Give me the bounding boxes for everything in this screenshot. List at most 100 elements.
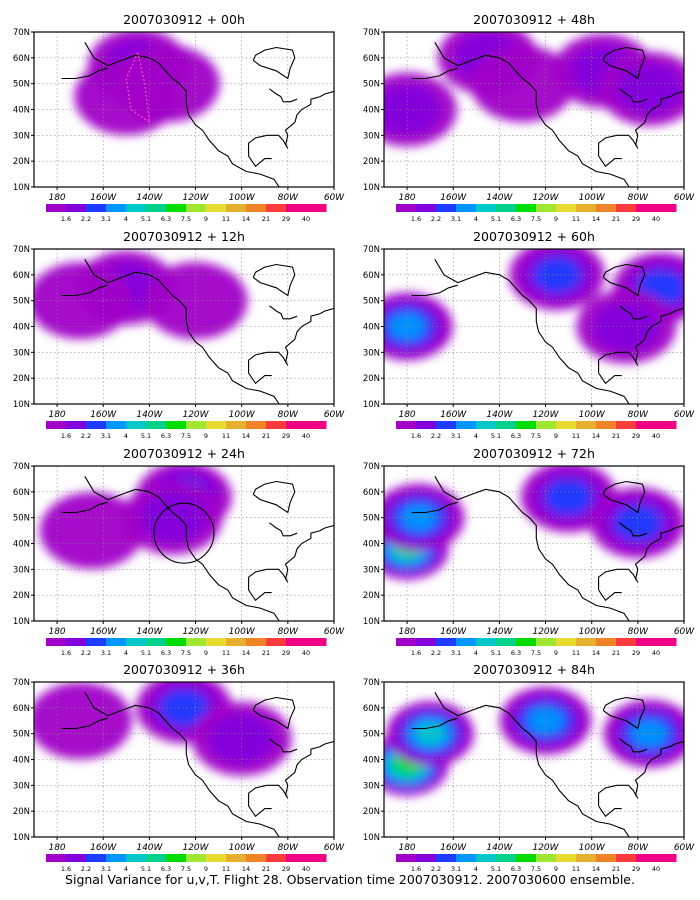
- lon-tick-label: 160W: [90, 843, 117, 853]
- colorbar-label: 6.3: [511, 865, 521, 873]
- coastline: [269, 305, 298, 320]
- lat-tick-label: 50N: [363, 80, 380, 90]
- lon-tick-label: 140W: [136, 193, 163, 203]
- coastline: [598, 351, 639, 385]
- lon-tick-label: 120W: [182, 843, 209, 853]
- lon-tick-label: 80W: [628, 410, 649, 420]
- lon-tick-label: 60W: [674, 843, 695, 853]
- colorbar-swatch: [656, 854, 677, 862]
- lat-tick-label: 60N: [363, 54, 380, 64]
- variance-field: [39, 466, 232, 570]
- coastline: [619, 522, 648, 537]
- colorbar-swatch: [286, 421, 307, 429]
- lat-tick-label: 20N: [363, 157, 380, 167]
- lat-tick-label: 70N: [363, 28, 380, 38]
- lat-tick-label: 40N: [363, 540, 380, 550]
- colorbar-label: 6.3: [161, 215, 171, 223]
- lat-tick-label: 10N: [13, 617, 30, 627]
- colorbar-swatch: [396, 854, 417, 862]
- colorbar-swatch: [286, 204, 307, 212]
- lon-tick-label: 120W: [182, 410, 209, 420]
- colorbar-swatch: [596, 421, 617, 429]
- lon-tick-label: 140W: [136, 843, 163, 853]
- colorbar-swatch: [86, 638, 107, 646]
- lat-tick-label: 10N: [363, 833, 380, 843]
- coastline: [61, 717, 108, 730]
- colorbar-label: 11: [222, 649, 230, 657]
- colorbar-swatch: [536, 204, 557, 212]
- colorbar-label: 7.5: [181, 432, 191, 440]
- colorbar: 1.6 2.2 3.1 4 5.1 6.3 7.5 9 11 14 21 29 40: [46, 854, 327, 873]
- colorbar-label: 2.2: [81, 649, 91, 657]
- lat-tick-label: 70N: [13, 678, 30, 688]
- colorbar-label: 14: [592, 649, 600, 657]
- lat-tick-label: 10N: [363, 400, 380, 410]
- colorbar-label: 3.1: [451, 215, 461, 223]
- colorbar-swatch: [556, 638, 577, 646]
- colorbar-swatch: [536, 854, 557, 862]
- colorbar-swatch: [516, 854, 537, 862]
- colorbar-label: 1.6: [411, 649, 421, 657]
- colorbar-label: 11: [572, 865, 580, 873]
- colorbar-label: 5.1: [491, 215, 501, 223]
- lat-tick-label: 70N: [13, 245, 30, 255]
- coastline: [269, 88, 298, 103]
- lon-tick-label: 120W: [532, 627, 559, 637]
- coastline: [252, 46, 296, 80]
- colorbar-label: 4: [474, 432, 478, 440]
- colorbar-label: 14: [242, 649, 250, 657]
- colorbar-label: 4: [124, 215, 128, 223]
- colorbar-label: 21: [612, 865, 620, 873]
- colorbar-label: 7.5: [531, 649, 541, 657]
- colorbar-label: 5.1: [141, 649, 151, 657]
- colorbar-label: 3.1: [451, 865, 461, 873]
- coastline: [269, 738, 298, 753]
- colorbar-label: 2.2: [431, 432, 441, 440]
- colorbar-swatch: [286, 854, 307, 862]
- colorbar-label: 29: [282, 432, 290, 440]
- colorbar-label: 2.2: [81, 432, 91, 440]
- lon-tick-label: 80W: [278, 843, 299, 853]
- colorbar: 1.6 2.2 3.1 4 5.1 6.3 7.5 9 11 14 21 29 40: [46, 204, 327, 223]
- lat-tick-label: 10N: [363, 617, 380, 627]
- colorbar-swatch: [86, 854, 107, 862]
- colorbar-swatch: [536, 638, 557, 646]
- colorbar-label: 1.6: [61, 865, 71, 873]
- lat-tick-label: 40N: [13, 106, 30, 116]
- lat-tick-label: 60N: [363, 704, 380, 714]
- colorbar-label: 21: [262, 432, 270, 440]
- lon-tick-label: 80W: [628, 843, 649, 853]
- colorbar-swatch: [436, 854, 457, 862]
- coastline: [84, 476, 280, 621]
- lon-tick-label: 100W: [229, 410, 256, 420]
- coastline: [411, 284, 458, 297]
- colorbar-swatch: [616, 421, 637, 429]
- lat-tick-label: 50N: [363, 730, 380, 740]
- colorbar-swatch: [66, 421, 87, 429]
- coastline: [598, 568, 639, 602]
- colorbar-label: 4: [124, 432, 128, 440]
- colorbar-label: 5.1: [141, 432, 151, 440]
- figure-caption: Signal Variance for u,v,T. Flight 28. Ob…: [65, 872, 635, 887]
- colorbar-label: 9: [554, 865, 558, 873]
- colorbar-swatch: [436, 204, 457, 212]
- lon-tick-label: 120W: [532, 410, 559, 420]
- colorbar-swatch: [576, 854, 597, 862]
- colorbar-label: 40: [652, 649, 660, 657]
- coastline: [619, 88, 648, 103]
- panel-title: 2007030912 + 12h: [123, 229, 245, 244]
- coastline: [434, 42, 630, 187]
- lat-tick-label: 60N: [13, 54, 30, 64]
- lat-tick-label: 20N: [363, 374, 380, 384]
- colorbar-swatch: [226, 204, 247, 212]
- variance-contour: [143, 262, 248, 340]
- lat-tick-label: 60N: [13, 704, 30, 714]
- colorbar-swatch: [286, 638, 307, 646]
- colorbar-swatch: [126, 421, 147, 429]
- colorbar-label: 1.6: [61, 215, 71, 223]
- lat-tick-label: 60N: [13, 488, 30, 498]
- lon-tick-label: 180: [398, 843, 415, 853]
- colorbar-swatch: [416, 854, 437, 862]
- colorbar-label: 2.2: [431, 215, 441, 223]
